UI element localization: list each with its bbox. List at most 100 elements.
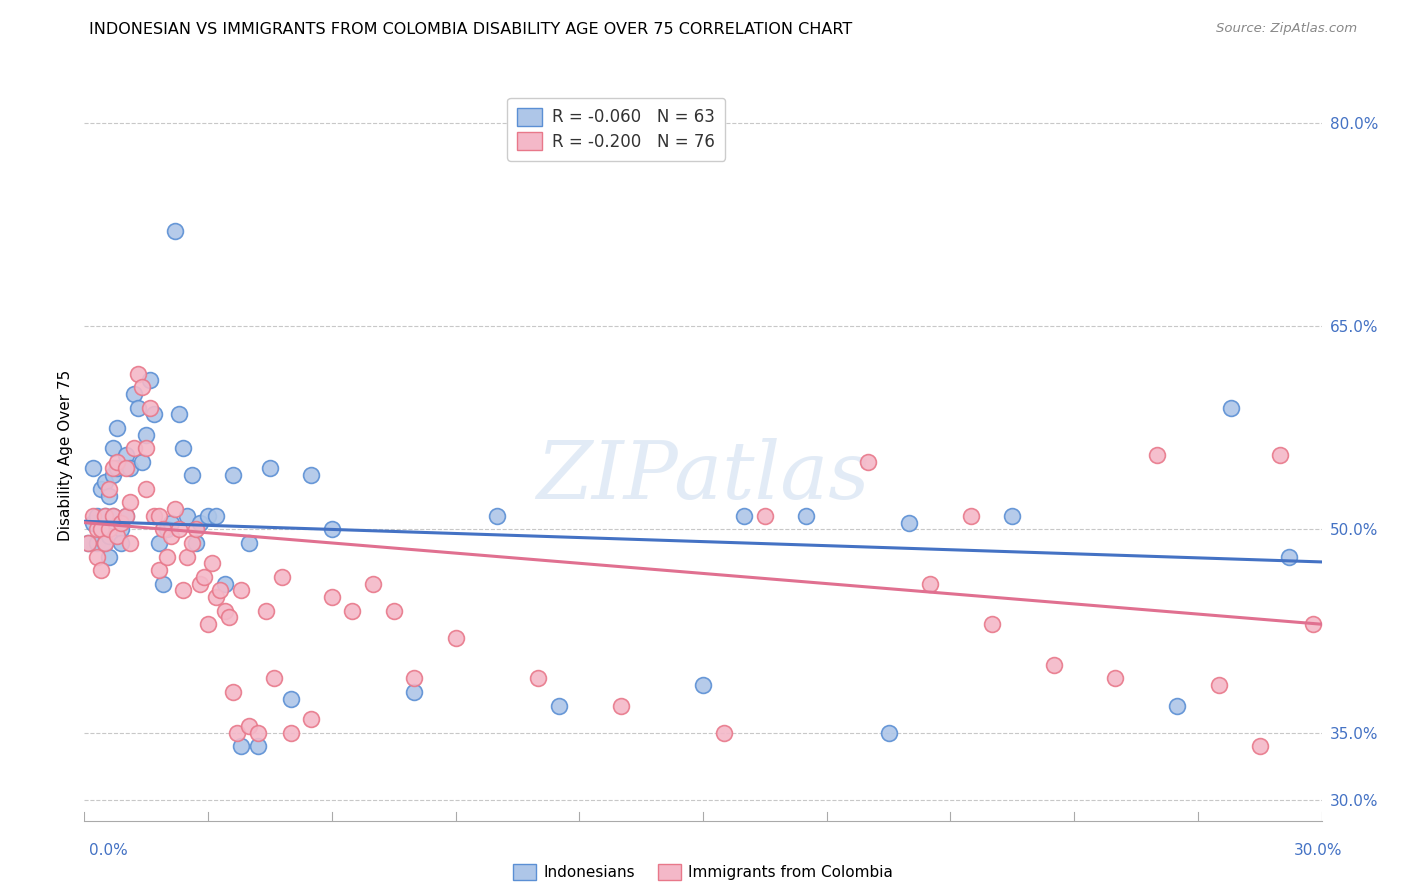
Point (201, 556, 224, 570)
Point (321, 523, 343, 537)
Point (103, 441, 125, 455)
Point (94, 508, 117, 523)
Point (122, 441, 145, 455)
Point (214, 576, 236, 591)
Point (794, 508, 817, 523)
Point (114, 508, 136, 523)
Point (90, 563, 112, 577)
Point (127, 401, 149, 415)
Point (547, 698, 569, 713)
Point (114, 448, 136, 462)
Point (214, 604, 236, 618)
Point (135, 441, 157, 455)
Point (131, 455, 153, 469)
Point (229, 583, 252, 598)
Text: INDONESIAN VS IMMIGRANTS FROM COLOMBIA DISABILITY AGE OVER 75 CORRELATION CHART: INDONESIAN VS IMMIGRANTS FROM COLOMBIA D… (89, 22, 852, 37)
Point (527, 672, 550, 686)
Point (280, 725, 302, 739)
Point (82, 508, 104, 523)
Point (246, 739, 269, 753)
Point (1104, 672, 1126, 686)
Point (122, 387, 145, 401)
Text: 30.0%: 30.0% (1295, 843, 1343, 858)
Point (86, 523, 108, 537)
Point (960, 508, 983, 523)
Point (609, 698, 631, 713)
Point (94, 508, 117, 523)
Point (156, 523, 179, 537)
Point (135, 427, 157, 442)
Point (263, 672, 285, 686)
Point (143, 407, 166, 421)
Point (176, 508, 198, 523)
Point (135, 482, 157, 496)
Point (299, 468, 322, 483)
Point (197, 617, 219, 632)
Point (197, 508, 219, 523)
Point (103, 468, 125, 483)
Point (184, 523, 207, 537)
Point (188, 516, 211, 530)
Point (82, 461, 104, 475)
Point (148, 563, 170, 577)
Y-axis label: Disability Age Over 75: Disability Age Over 75 (58, 369, 73, 541)
Point (152, 523, 174, 537)
Point (105, 529, 128, 543)
Point (898, 516, 921, 530)
Point (1166, 698, 1188, 713)
Point (218, 610, 240, 624)
Point (1001, 508, 1024, 523)
Point (1278, 549, 1301, 564)
Point (103, 508, 125, 523)
Point (238, 536, 260, 550)
Point (877, 725, 900, 739)
Point (139, 401, 162, 415)
Point (713, 725, 735, 739)
Point (110, 523, 132, 537)
Text: Source: ZipAtlas.com: Source: ZipAtlas.com (1216, 22, 1357, 36)
Point (77, 536, 100, 550)
Point (103, 508, 125, 523)
Point (86, 508, 108, 523)
Point (167, 523, 190, 537)
Point (110, 516, 132, 530)
Point (692, 678, 714, 692)
Point (1249, 739, 1271, 753)
Point (205, 508, 228, 523)
Point (342, 604, 364, 618)
Point (98, 489, 121, 503)
Point (156, 549, 179, 564)
Point (321, 590, 343, 604)
Point (143, 508, 166, 523)
Point (918, 576, 941, 591)
Point (1270, 448, 1292, 462)
Point (98, 523, 121, 537)
Point (980, 617, 1002, 632)
Point (165, 224, 187, 238)
Point (404, 685, 426, 699)
Point (361, 576, 384, 591)
Point (90, 482, 112, 496)
Point (114, 508, 136, 523)
Point (127, 367, 149, 381)
Point (226, 725, 249, 739)
Point (148, 508, 170, 523)
Point (222, 468, 245, 483)
Point (229, 739, 252, 753)
Point (152, 576, 174, 591)
Point (280, 691, 302, 706)
Point (246, 725, 269, 739)
Point (94, 536, 117, 550)
Point (105, 455, 128, 469)
Point (222, 685, 245, 699)
Point (485, 508, 508, 523)
Point (754, 508, 776, 523)
Point (172, 583, 194, 598)
Point (98, 482, 121, 496)
Point (184, 536, 207, 550)
Point (856, 455, 879, 469)
Point (86, 536, 108, 550)
Point (444, 631, 467, 645)
Point (94, 536, 117, 550)
Point (114, 461, 136, 475)
